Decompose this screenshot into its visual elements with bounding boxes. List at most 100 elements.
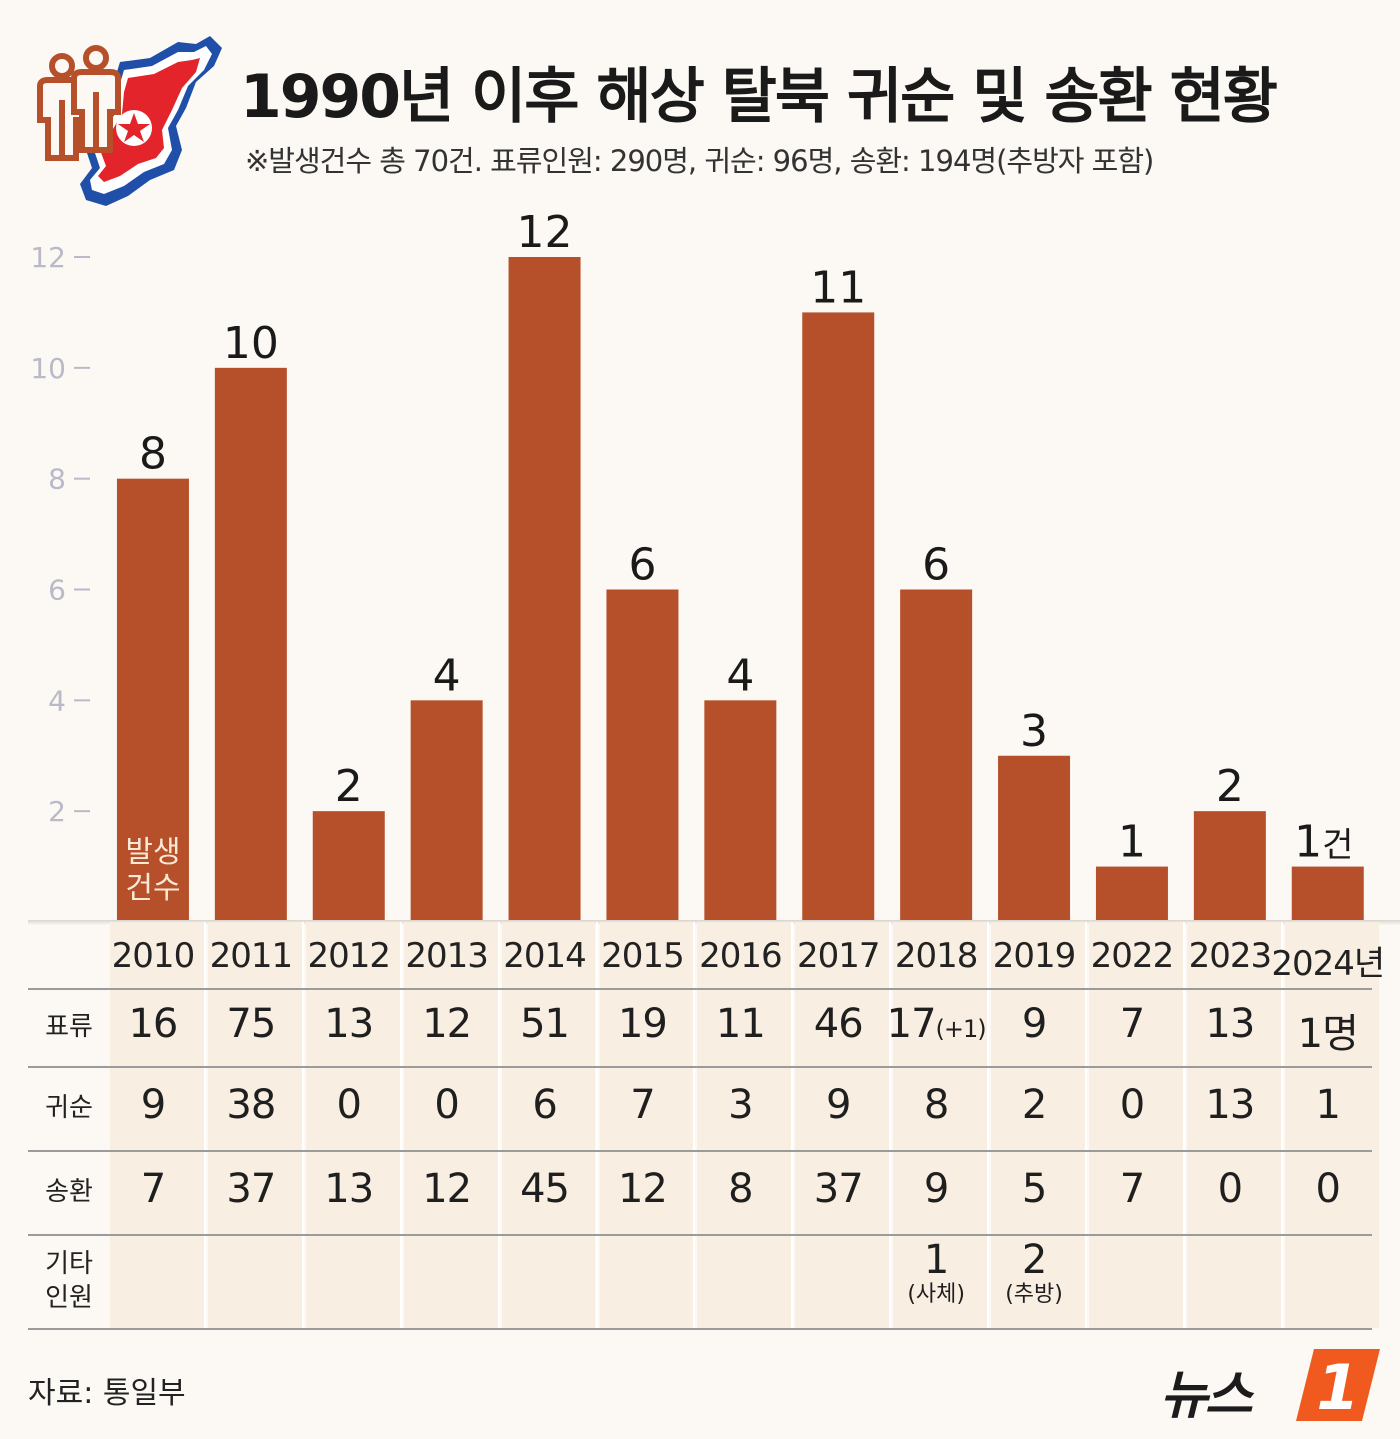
data-label-2024년: 1건: [1294, 817, 1353, 868]
cell-note: (추방): [1005, 1282, 1063, 1307]
data-label-2019: 3: [1020, 706, 1048, 757]
logo-text: 뉴스: [1160, 1366, 1253, 1426]
column-separator: [1182, 922, 1185, 1328]
north-korea-star-icon: [116, 110, 152, 146]
year-label: 2022: [1090, 936, 1175, 976]
table-cell: 0: [336, 1082, 362, 1128]
year-label: 2019: [992, 936, 1077, 976]
year-label: 2016: [699, 936, 783, 976]
table-cell: 9: [826, 1082, 851, 1128]
table-cell: 16: [128, 1001, 178, 1047]
table-cell: 0: [434, 1082, 459, 1128]
year-label: 2013: [405, 936, 489, 976]
data-label-2013: 4: [433, 650, 461, 701]
year-label: 2017: [796, 936, 881, 976]
in-bar-label: 발생: [125, 835, 180, 870]
table-cell: 7: [1119, 1166, 1145, 1212]
data-label-2012: 2: [335, 761, 363, 812]
year-label: 2014: [503, 936, 587, 976]
people-icon: [37, 45, 121, 161]
column-separator: [889, 922, 892, 1328]
bar-2024년: [1291, 866, 1364, 922]
data-label-suffix: 건: [1322, 826, 1353, 866]
column-separator: [301, 922, 304, 1328]
table-cell: 37: [813, 1166, 864, 1212]
table-cell: 17(+1): [886, 1001, 987, 1047]
table-cell: 12: [422, 1001, 472, 1047]
y-tick-label: 4: [48, 684, 66, 717]
row-divider: [28, 1066, 1372, 1068]
table-cell: 19: [617, 1001, 668, 1047]
table-cell: 13: [1205, 1001, 1255, 1047]
table-cell: 6: [532, 1082, 557, 1128]
table-cell: 3: [728, 1082, 753, 1128]
page-subtitle: ※발생건수 총 70건. 표류인원: 290명, 귀순: 96명, 송환: 19…: [245, 144, 1154, 178]
table-cell: 11: [715, 1001, 766, 1047]
data-label-2022: 1: [1118, 817, 1146, 868]
row-label: 귀순: [45, 1093, 93, 1123]
table-cell: 1 (사체): [876, 1238, 996, 1308]
year-label: 2012: [307, 936, 391, 976]
column-separator: [1280, 922, 1283, 1328]
bar-2022: [1095, 866, 1168, 922]
bar-2019: [998, 755, 1071, 922]
table-cell: 51: [520, 1001, 570, 1047]
column-separator: [1085, 922, 1087, 1328]
table-cell: 46: [813, 1001, 864, 1047]
y-axis: 2 4 6 8 10 12: [30, 241, 90, 828]
bars: [116, 257, 1364, 923]
row-divider: [28, 1234, 1372, 1236]
data-label-2010: 8: [139, 429, 167, 480]
bar-2013: [410, 700, 483, 922]
data-label-2017: 11: [810, 262, 866, 313]
column-separator: [203, 922, 206, 1328]
bar-2017: [802, 312, 875, 923]
table-cell: 12: [422, 1166, 472, 1212]
row-divider: [28, 1328, 1372, 1330]
table-cell: 7: [630, 1082, 655, 1128]
row-label: 송환: [45, 1177, 93, 1207]
table-cell: 45: [520, 1166, 570, 1212]
table-cell: 8: [728, 1166, 753, 1212]
row-divider: [28, 1150, 1372, 1152]
year-label: 2015: [601, 936, 685, 976]
year-label: 2010: [111, 936, 196, 976]
page-title: 1990년 이후 해상 탈북 귀순 및 송환 현황: [240, 62, 1278, 132]
column-separator: [791, 922, 794, 1328]
cell-note: (+1): [935, 1015, 987, 1043]
bar-2015: [606, 589, 679, 922]
table-cell: 0: [1217, 1166, 1243, 1212]
table-cell: 1명: [1297, 1011, 1359, 1057]
bar-2010: [116, 478, 189, 922]
column-separator: [987, 922, 990, 1328]
data-label-2023: 2: [1216, 761, 1244, 812]
table-cell: 9: [140, 1082, 166, 1128]
column-separator: [497, 922, 500, 1328]
bar-2016: [704, 700, 777, 922]
cell-note: (사체): [907, 1282, 965, 1307]
table-cell: 12: [617, 1166, 668, 1212]
year-label: 2023: [1188, 936, 1273, 976]
table-cell: 37: [226, 1166, 276, 1212]
header: 1990년 이후 해상 탈북 귀순 및 송환 현황 ※발생건수 총 70건. 표…: [0, 0, 1400, 215]
table-cell: 13: [324, 1166, 374, 1212]
logo-badge-icon: 1: [1296, 1349, 1380, 1424]
data-label-2018: 6: [922, 540, 950, 591]
table-cell: 13: [324, 1001, 374, 1047]
in-bar-label: 건수: [125, 871, 180, 906]
bar-2011: [214, 367, 287, 922]
bar-2018: [900, 589, 973, 922]
table-cell: 7: [140, 1166, 166, 1212]
y-tick-label: 10: [30, 352, 66, 385]
table-cell: 5: [1021, 1166, 1047, 1212]
logo-badge-text: 1: [1316, 1351, 1359, 1424]
data-label-2014: 12: [517, 207, 573, 258]
data-label-2016: 4: [726, 650, 754, 701]
y-tick-label: 12: [30, 241, 66, 274]
table-cell: 7: [1119, 1001, 1145, 1047]
y-tick-label: 6: [48, 574, 66, 607]
data-label-2015: 6: [628, 540, 656, 591]
year-label: 2011: [209, 936, 294, 976]
year-label: 2024년: [1271, 944, 1385, 984]
table-cell: 75: [226, 1001, 276, 1047]
